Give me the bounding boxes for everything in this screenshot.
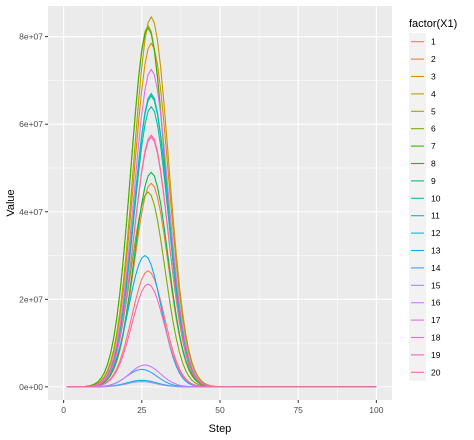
x-axis-title: Step — [209, 423, 232, 435]
y-axis-title: Value — [5, 189, 17, 216]
y-axis: 0e+00 2e+07 4e+07 6e+07 8e+07 — [19, 32, 48, 392]
legend-label-13: 13 — [431, 246, 441, 256]
legend-label-5: 5 — [431, 106, 436, 116]
x-tick-label: 25 — [137, 405, 147, 415]
legend-label-20: 20 — [431, 367, 441, 377]
legend-label-12: 12 — [431, 228, 441, 238]
legend-label-19: 19 — [431, 350, 441, 360]
legend-label-14: 14 — [431, 263, 441, 273]
legend-label-9: 9 — [431, 176, 436, 186]
legend-label-10: 10 — [431, 193, 441, 203]
y-tick-label: 2e+07 — [19, 294, 43, 304]
x-tick-label: 75 — [293, 405, 303, 415]
series-lines — [66, 15, 377, 388]
y-tick-label: 4e+07 — [19, 207, 43, 217]
legend-label-3: 3 — [431, 72, 436, 82]
legend-label-15: 15 — [431, 280, 441, 290]
legend-label-4: 4 — [431, 89, 436, 99]
legend-label-6: 6 — [431, 124, 436, 134]
x-axis: 0 25 50 75 100 — [61, 400, 384, 415]
y-tick-label: 0e+00 — [19, 382, 43, 392]
x-tick-label: 0 — [61, 405, 66, 415]
legend-label-8: 8 — [431, 159, 436, 169]
legend-title: factor(X1) — [409, 18, 457, 30]
legend-label-2: 2 — [431, 54, 436, 64]
y-tick-label: 8e+07 — [19, 32, 43, 42]
legend-label-11: 11 — [431, 211, 440, 221]
y-tick-label: 6e+07 — [19, 119, 43, 129]
x-tick-label: 50 — [215, 405, 225, 415]
legend-label-16: 16 — [431, 298, 441, 308]
series-line-20 — [66, 134, 377, 388]
legend-label-7: 7 — [431, 141, 436, 151]
legend-label-1: 1 — [431, 37, 436, 47]
legend-label-17: 17 — [431, 315, 441, 325]
x-tick-label: 100 — [369, 405, 383, 415]
legend-label-18: 18 — [431, 333, 441, 343]
